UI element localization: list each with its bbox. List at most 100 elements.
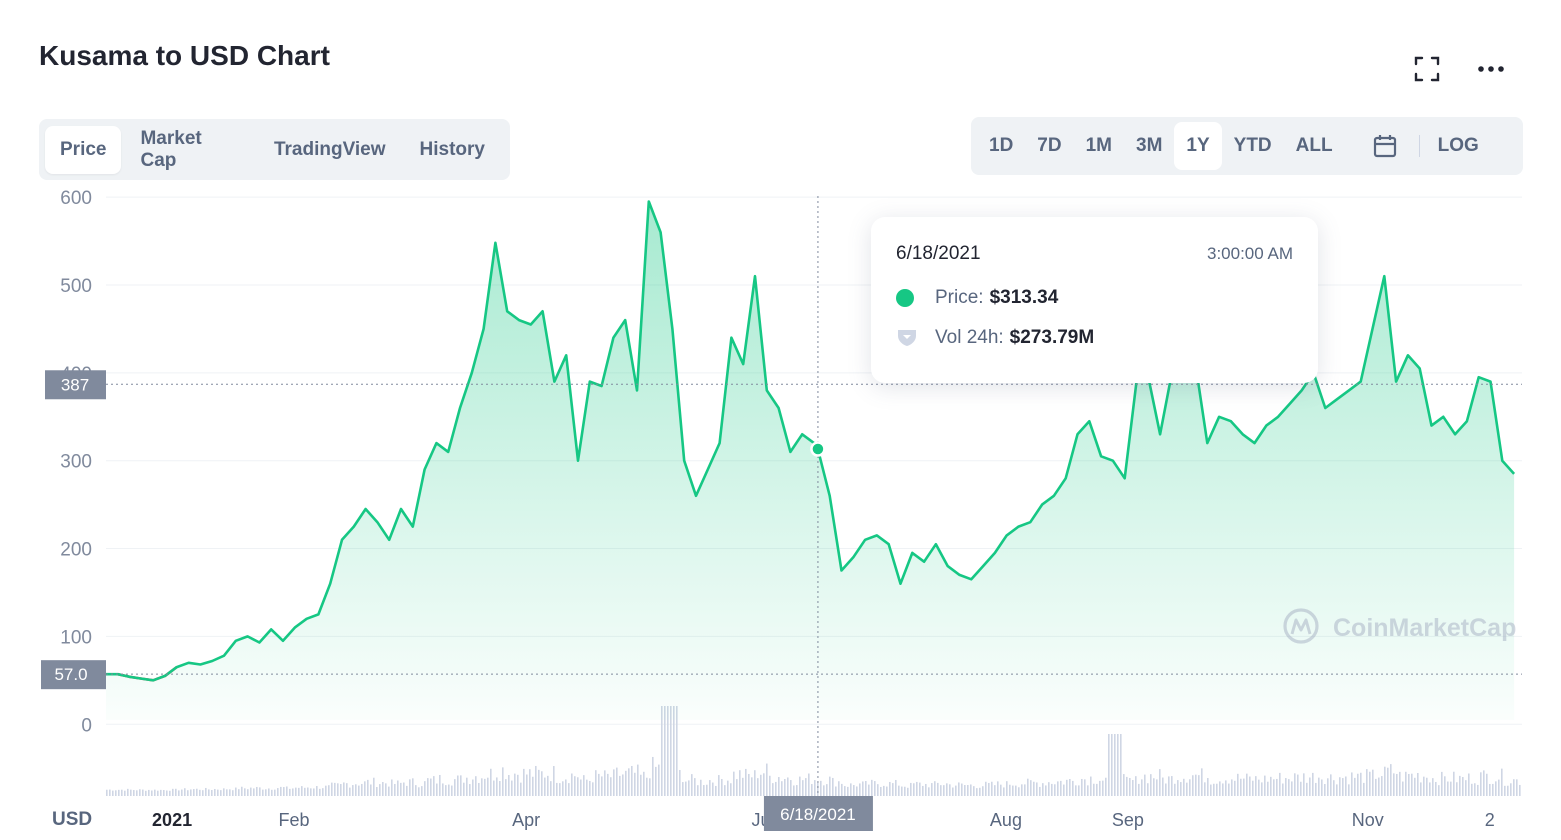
volume-bar [1333, 780, 1335, 796]
volume-bar [388, 786, 390, 796]
volume-bar [1462, 777, 1464, 796]
volume-bar [1264, 775, 1266, 796]
volume-bar [355, 784, 357, 796]
volume-bar [688, 780, 690, 796]
volume-bar [109, 789, 111, 796]
volume-bar [124, 790, 126, 796]
volume-bar [322, 788, 324, 796]
range-ytd[interactable]: YTD [1233, 135, 1272, 156]
volume-bar [1390, 764, 1392, 796]
tab-history[interactable]: History [419, 138, 485, 160]
volume-bar [760, 774, 762, 796]
volume-bar [946, 783, 948, 796]
volume-bar [286, 786, 288, 796]
volume-bar [1441, 771, 1443, 796]
volume-bar [1168, 776, 1170, 796]
volume-bar [646, 777, 648, 796]
volume-bar [448, 784, 450, 796]
range-all[interactable]: ALL [1295, 135, 1333, 156]
volume-bar [901, 786, 903, 796]
volume-bar [1090, 776, 1092, 796]
volume-bar [1114, 734, 1116, 796]
volume-bar [481, 778, 483, 796]
volume-bar [220, 790, 222, 796]
volume-bar [256, 786, 258, 796]
volume-bar [1213, 783, 1215, 796]
tab-tradingview[interactable]: TradingView [273, 138, 386, 160]
volume-bar [844, 786, 846, 796]
volume-bar [241, 786, 243, 796]
volume-bar [460, 775, 462, 796]
volume-bar [574, 776, 576, 796]
range-1d[interactable]: 1D [989, 135, 1014, 156]
volume-bar [802, 780, 804, 796]
x-tick-label: Apr [512, 810, 540, 830]
volume-bar [1072, 780, 1074, 796]
volume-bar [601, 776, 603, 796]
volume-bar [466, 777, 468, 796]
log-toggle[interactable]: LOG [1437, 135, 1479, 156]
range-1y[interactable]: 1Y [1174, 122, 1222, 170]
volume-bar [1180, 782, 1182, 796]
volume-bar [208, 789, 210, 796]
volume-bar [514, 773, 516, 796]
volume-bar [721, 779, 723, 796]
volume-bar [745, 768, 747, 796]
volume-bar [673, 706, 675, 796]
volume-bar [1447, 781, 1449, 796]
volume-bar [571, 773, 573, 796]
volume-bar [184, 788, 186, 796]
volume-bar [196, 788, 198, 796]
volume-bar [796, 785, 798, 796]
volume-bar [562, 781, 564, 796]
volume-bar [1102, 780, 1104, 796]
volume-bar [886, 786, 888, 796]
calendar-icon[interactable] [1345, 122, 1409, 170]
volume-bar [787, 777, 789, 796]
volume-bar [1381, 776, 1383, 796]
volume-bar [451, 785, 453, 796]
volume-bar [895, 779, 897, 796]
volume-bar [1345, 776, 1347, 796]
volume-bar [739, 770, 741, 796]
volume-bar [232, 790, 234, 796]
tab-market-cap[interactable]: Market Cap [140, 127, 202, 171]
volume-bar [166, 790, 168, 796]
volume-bar [586, 779, 588, 796]
range-1m[interactable]: 1M [1085, 135, 1112, 156]
volume-bar [406, 785, 408, 796]
volume-bar [1501, 768, 1503, 796]
volume-bar [1306, 782, 1308, 796]
volume-bar [1516, 779, 1518, 796]
range-7d[interactable]: 7D [1037, 135, 1062, 156]
volume-bar [1036, 782, 1038, 796]
fullscreen-icon[interactable] [1409, 51, 1445, 87]
tab-price[interactable]: Price [45, 125, 122, 174]
volume-bar [664, 706, 666, 796]
volume-bar [463, 782, 465, 796]
volume-bar [766, 763, 768, 796]
volume-bar [1216, 783, 1218, 796]
volume-bar [1123, 774, 1125, 796]
volume-bar [736, 779, 738, 796]
volume-bar [1078, 785, 1080, 796]
volume-bar [904, 786, 906, 796]
volume-bar [979, 787, 981, 796]
volume-bar [1018, 787, 1020, 796]
volume-bar [502, 767, 504, 796]
more-icon[interactable] [1473, 51, 1509, 87]
volume-bar [955, 785, 957, 796]
volume-bar [1024, 784, 1026, 796]
volume-bar [1318, 777, 1320, 796]
volume-bar [1309, 777, 1311, 796]
volume-bar [163, 790, 165, 796]
volume-shield-icon [896, 328, 918, 348]
volume-bar [262, 789, 264, 796]
volume-bar [1489, 783, 1491, 796]
volume-bar [952, 787, 954, 796]
range-3m[interactable]: 3M [1136, 135, 1163, 156]
volume-bar [859, 783, 861, 796]
volume-bar [661, 706, 663, 796]
volume-bar [985, 781, 987, 796]
